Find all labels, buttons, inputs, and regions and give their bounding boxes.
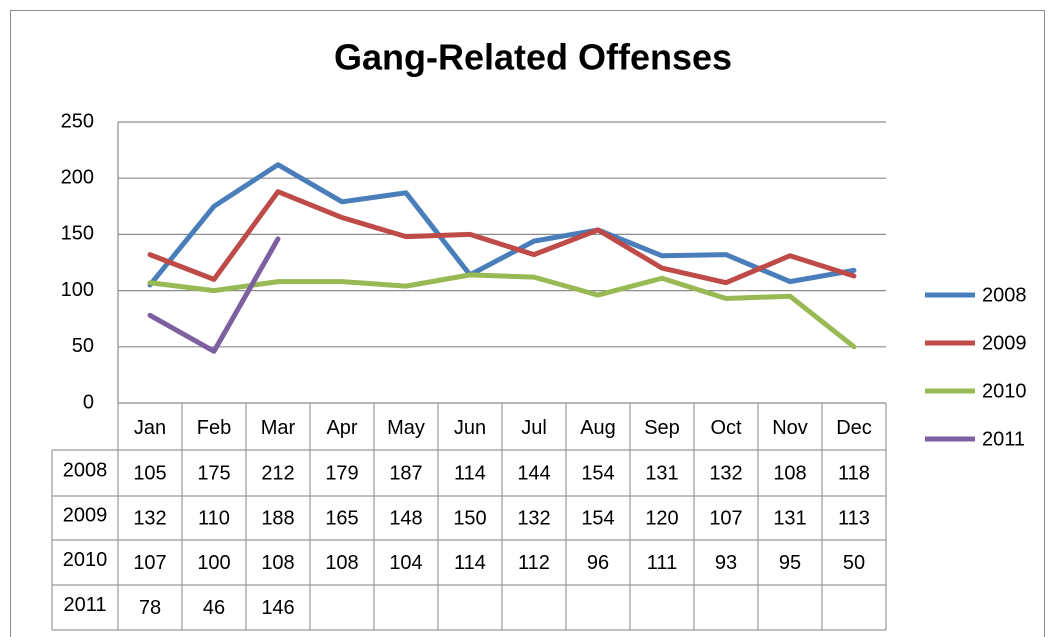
- x-tick-label: Oct: [710, 417, 742, 439]
- table-value: 114: [454, 462, 486, 484]
- table-value: 131: [645, 462, 678, 484]
- table-row-label: 2011: [63, 594, 106, 616]
- x-tick-label: Jul: [521, 417, 547, 439]
- x-tick-label: Apr: [326, 417, 357, 439]
- chart-title: Gang-Related Offenses: [334, 37, 732, 78]
- series-line: [147, 189, 857, 286]
- table-value: 150: [453, 507, 486, 529]
- table-value: 112: [518, 552, 550, 574]
- table-value: 154: [581, 507, 614, 529]
- table-value: 120: [645, 507, 678, 529]
- x-tick-label: Sep: [644, 417, 680, 439]
- x-tick-label: Dec: [836, 417, 872, 439]
- y-tick-label: 50: [72, 335, 94, 357]
- table-value: 165: [325, 507, 358, 529]
- table-value: 118: [838, 462, 870, 484]
- table-value: 107: [133, 552, 166, 574]
- table-value: 188: [261, 507, 294, 529]
- series-line: [147, 272, 857, 350]
- y-tick-label: 0: [83, 391, 94, 413]
- table-value: 100: [197, 552, 230, 574]
- x-tick-label: Feb: [197, 417, 231, 439]
- series-line: [147, 236, 281, 354]
- table-value: 132: [517, 507, 550, 529]
- legend-label: 2008: [982, 284, 1027, 306]
- table-value: 132: [133, 507, 166, 529]
- series-line: [147, 162, 857, 288]
- table-value: 113: [838, 507, 870, 529]
- y-tick-label: 250: [61, 110, 94, 132]
- x-tick-label: Aug: [580, 417, 616, 439]
- table-row-label: 2009: [63, 504, 108, 526]
- table-value: 105: [133, 462, 166, 484]
- y-tick-label: 150: [61, 223, 94, 245]
- table-value: 78: [139, 597, 161, 619]
- table-value: 50: [843, 552, 865, 574]
- table-value: 96: [587, 552, 609, 574]
- table-value: 111: [647, 552, 677, 574]
- table-value: 108: [261, 552, 294, 574]
- legend-label: 2009: [982, 332, 1027, 354]
- table-value: 175: [197, 462, 230, 484]
- x-tick-label: Jun: [454, 417, 486, 439]
- x-tick-label: May: [387, 417, 425, 439]
- table-value: 46: [203, 597, 225, 619]
- table-value: 144: [517, 462, 550, 484]
- legend-label: 2010: [982, 380, 1027, 402]
- x-tick-label: Nov: [772, 417, 808, 439]
- table-row-label: 2008: [63, 459, 108, 481]
- table-value: 114: [454, 552, 486, 574]
- table-value: 107: [709, 507, 742, 529]
- x-tick-label: Mar: [261, 417, 296, 439]
- table-value: 148: [389, 507, 422, 529]
- chart-frame: [10, 10, 1045, 637]
- table-value: 154: [581, 462, 614, 484]
- table-value: 131: [773, 507, 806, 529]
- table-value: 110: [198, 507, 230, 529]
- table-value: 146: [261, 597, 294, 619]
- table-value: 179: [325, 462, 358, 484]
- y-tick-label: 100: [61, 279, 94, 301]
- table-value: 108: [325, 552, 358, 574]
- table-value: 104: [389, 552, 422, 574]
- table-value: 108: [773, 462, 806, 484]
- table-value: 212: [261, 462, 294, 484]
- table-value: 187: [389, 462, 422, 484]
- table-value: 132: [709, 462, 742, 484]
- table-row-label: 2010: [63, 549, 108, 571]
- x-tick-label: Jan: [134, 417, 166, 439]
- y-tick-label: 200: [61, 166, 94, 188]
- table-value: 95: [779, 552, 801, 574]
- table-value: 93: [715, 552, 737, 574]
- legend-label: 2011: [982, 428, 1025, 450]
